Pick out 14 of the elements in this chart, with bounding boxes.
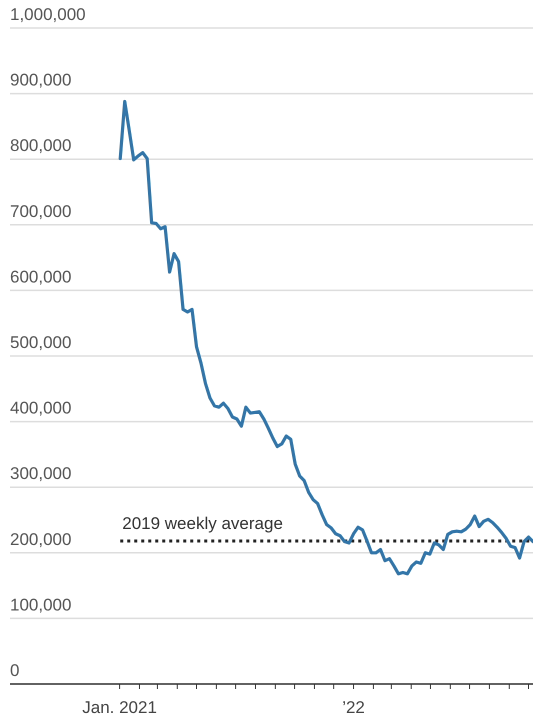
ref-line-label: 2019 weekly average <box>122 514 283 533</box>
y-tick-label: 400,000 <box>10 398 72 418</box>
y-tick-label: 800,000 <box>10 136 72 156</box>
x-tick-label: ’22 <box>342 698 365 717</box>
y-tick-label: 0 <box>10 661 20 680</box>
y-tick-label: 600,000 <box>10 267 72 286</box>
x-tick-label: Jan. 2021 <box>82 698 157 717</box>
y-tick-label: 300,000 <box>10 464 72 484</box>
y-tick-label: 500,000 <box>10 333 72 352</box>
y-tick-label: 100,000 <box>10 595 72 614</box>
y-tick-label: 900,000 <box>10 70 72 90</box>
y-tick-label: 1,000,000 <box>10 5 86 24</box>
y-tick-label: 200,000 <box>10 530 72 549</box>
y-tick-label: 700,000 <box>10 202 72 221</box>
